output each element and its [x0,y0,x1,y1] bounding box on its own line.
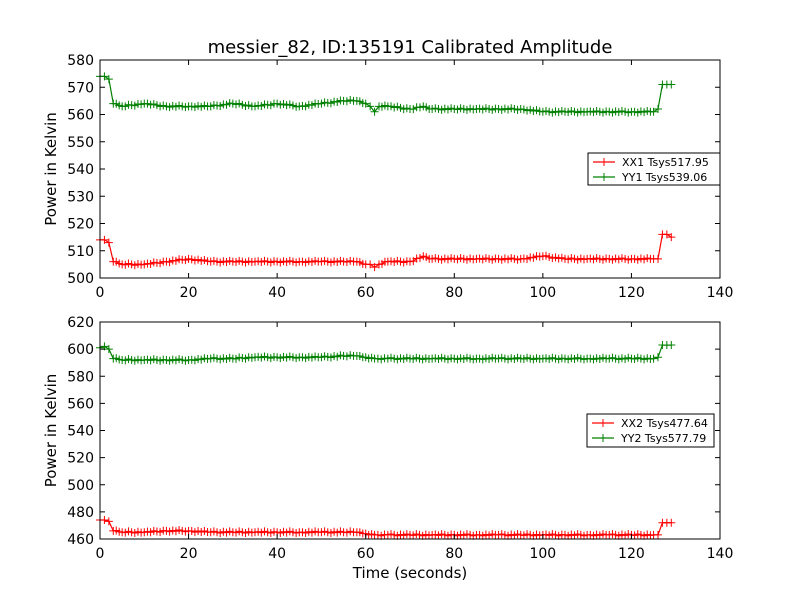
data-point [649,354,658,363]
legend-entry: XX2 Tsys477.64 [621,417,708,430]
legend-entry: YY2 Tsys577.79 [620,432,706,445]
x-tick-label: 140 [707,546,734,562]
data-point [361,99,370,108]
chart-title: messier_82, ID:135191 Calibrated Amplitu… [208,37,613,58]
x-tick-label: 100 [529,285,556,301]
x-tick-label: 120 [618,546,645,562]
data-point [649,107,658,116]
y-tick-label: 480 [67,505,94,521]
y-tick-label: 570 [67,80,94,96]
x-axis-label: Time (seconds) [352,564,468,582]
y-tick-label: 500 [67,271,94,287]
x-tick-label: 120 [618,285,645,301]
x-tick-label: 60 [357,285,375,301]
bottom-subplot: 0 20 40 60 80 100 120 140 460 480 500 520 540 560 580 6… [42,315,733,582]
y-tick-label: 530 [67,189,94,205]
series-2 [96,341,676,365]
data-point [346,96,355,105]
data-point [370,107,379,116]
data-point [100,72,109,81]
data-point [104,345,113,354]
y-tick-label: 500 [67,478,94,494]
data-point [667,341,676,350]
y-tick-label: 520 [67,451,94,467]
data-point [366,260,375,269]
series-2 [96,72,676,117]
y-tick-label: 580 [67,369,94,385]
x-tick-label: 20 [180,285,198,301]
x-tick-label: 140 [707,285,734,301]
data-point [667,518,676,527]
data-point [104,75,113,84]
data-point [346,351,355,360]
data-point [346,256,355,265]
y-axis-label: Power in Kelvin [42,374,60,488]
legend-box [586,413,715,448]
legend-box [587,152,721,186]
x-tick-label: 80 [445,285,463,301]
data-point [412,254,421,263]
x-tick-label: 20 [180,546,198,562]
y-tick-label: 600 [67,342,94,358]
y-tick-label: 560 [67,396,94,412]
x-tick-label: 0 [96,546,105,562]
x-tick-label: 40 [268,546,286,562]
data-point [346,527,355,536]
data-point [654,105,662,114]
x-tick-label: 60 [357,546,375,562]
legend-marker [599,434,607,442]
y-tick-label: 520 [67,217,94,233]
y-tick-label: 510 [67,244,94,260]
data-point [100,516,109,525]
data-point [406,257,414,266]
data-point [415,253,424,262]
data-point [104,238,113,247]
y-tick-label: 540 [67,424,94,440]
legend-entry: XX1 Tsys517.95 [622,156,709,169]
legend-marker [600,173,608,181]
data-point [100,235,109,244]
top-subplot: 0 20 40 60 80 100 120 140 500 510 520 530 540 550 560 5… [42,53,733,301]
y-tick-label: 550 [67,135,94,151]
data-point [654,530,662,539]
data-point [104,517,113,526]
data-point [667,80,676,89]
series-1 [96,230,676,272]
x-tick-label: 40 [268,285,286,301]
data-point [662,230,671,239]
y-tick-label: 580 [67,53,94,69]
data-point [377,355,386,364]
x-tick-label: 0 [96,285,105,301]
y-tick-label: 460 [67,532,94,548]
y-tick-label: 540 [67,162,94,178]
data-point [654,353,662,362]
legend-marker [600,158,608,166]
legend: XX1 Tsys517.95 YY1 Tsys539.06 [587,152,721,186]
data-point [654,254,662,263]
y-axis-label: Power in Kelvin [42,112,60,226]
x-tick-label: 100 [529,546,556,562]
x-tick-label: 80 [445,546,463,562]
y-tick-label: 620 [67,315,94,331]
series-1 [96,516,676,540]
legend: XX2 Tsys477.64 YY2 Tsys577.79 [586,413,715,448]
data-point [377,531,386,540]
data-point [370,263,379,272]
legend-marker [599,419,607,427]
data-point [667,233,676,242]
data-point [366,102,375,111]
legend-entry: YY1 Tsys539.06 [621,171,707,184]
data-point [409,105,418,114]
y-tick-label: 560 [67,108,94,124]
